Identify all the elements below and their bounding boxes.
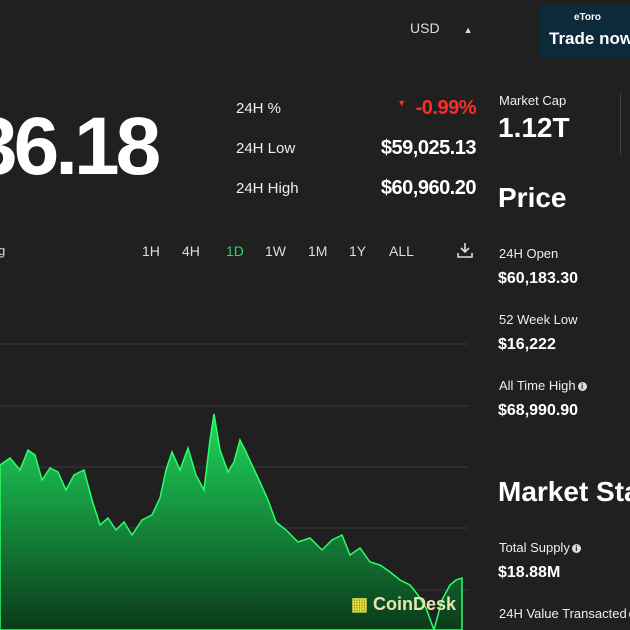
info-icon[interactable]: i [571,544,581,553]
stat-label: 24H % [236,100,282,117]
stat-value: $16,222 [498,336,556,353]
ad-banner[interactable]: eToro Trade now [540,5,630,57]
watermark-text: CoinDesk [373,594,457,614]
market-cap: 1.12T [498,112,570,143]
chart-label: g [0,243,6,258]
stat-label: Total Supply i [499,540,581,555]
timeframe-button[interactable]: 1Y [349,243,367,259]
section-heading: Market Sta [498,476,630,507]
caret: ▲ [463,25,473,35]
ad-brand: eToro [574,12,602,23]
change: -0.99% [415,97,477,119]
stat-value: $18.88M [498,564,561,581]
timeframe-button[interactable]: ALL [389,243,414,259]
stat-label: 24H Value Transactedi [499,606,630,621]
price: 36.18 [0,101,161,192]
stat-label: 24H High [236,180,299,197]
timeframe-button[interactable]: 1H [142,243,160,259]
stat-value: $60,183.30 [498,270,579,287]
stat-label: 24H Low [236,140,296,157]
download-icon[interactable] [456,241,474,259]
info-icon[interactable]: i [628,610,630,619]
section-heading: Price [498,182,567,213]
price-chart [0,343,468,630]
timeframe-button[interactable]: 1D [226,243,244,259]
watermark: ▦ CoinDesk [351,594,457,614]
label-text: Total Supply [499,540,570,555]
stat-value: ▼ -0.99% [397,97,477,119]
currency-selector[interactable]: USD ▲ [410,20,472,36]
stat-value: $59,025.13 [380,137,477,159]
price-area [0,413,463,630]
currency[interactable]: USD [410,20,440,36]
divider [620,93,630,155]
label-text: 24H Value Transacted [499,606,627,621]
label-text: All Time High [499,378,576,393]
stat-label: 52 Week Low [499,312,578,327]
timeframe-button[interactable]: 1W [265,243,286,259]
market-cap-label: Market Cap [499,93,567,108]
timeframe-button[interactable]: 4H [182,243,200,259]
stat-value: $60,960.20 [380,177,477,199]
info-icon[interactable]: i [577,382,587,391]
stat-label: All Time High i [499,378,587,393]
stat-value: $68,990.90 [498,402,579,419]
ad-button[interactable]: Trade now [549,29,630,48]
timeframe-button[interactable]: 1M [308,243,328,259]
stat-label: 24H Open [499,246,559,261]
